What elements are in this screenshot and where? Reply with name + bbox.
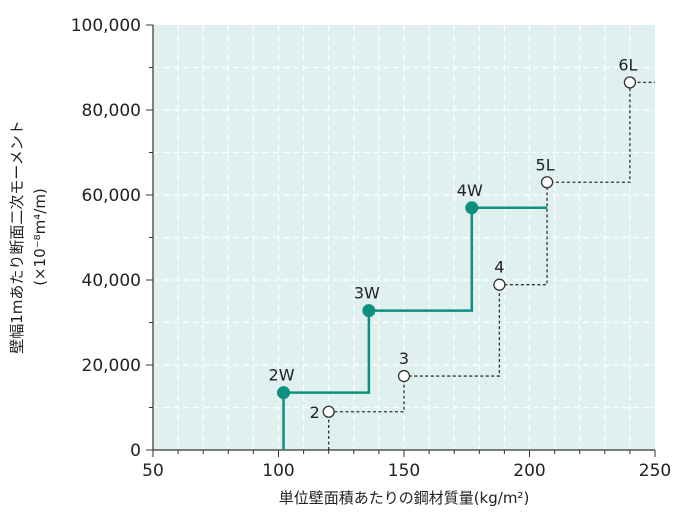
data-point-6l: [623, 76, 637, 89]
data-point-4: [493, 278, 506, 291]
y-axis-unit: (×10⁻⁸m⁴/m): [31, 188, 49, 286]
point-label-3w: 3W: [354, 284, 380, 303]
x-tick-label: 100: [262, 461, 294, 481]
point-label-2w: 2W: [269, 366, 295, 385]
point-label-6l: 6L: [618, 55, 637, 74]
x-tick-label: 200: [513, 461, 545, 481]
y-axis-label: 壁幅1mあたり断面二次モーメント: [8, 120, 26, 354]
point-label-2: 2: [310, 403, 320, 422]
axes: [146, 24, 656, 457]
point-label-4w: 4W: [457, 181, 483, 200]
x-tick-label: 50: [142, 461, 164, 481]
data-point-3w: [362, 304, 376, 318]
data-point-3: [397, 369, 411, 383]
point-label-5l: 5L: [536, 155, 555, 174]
data-point-5l: [540, 176, 554, 189]
series-layer: 2W 3W 4W 2 3 4 5L 6L: [269, 55, 655, 450]
y-tick-label: 80,000: [82, 101, 141, 121]
data-point-2: [322, 405, 335, 418]
point-label-3: 3: [399, 349, 409, 368]
y-tick-label: 60,000: [82, 186, 141, 206]
point-label-4: 4: [494, 258, 504, 277]
y-tick-label: 100,000: [71, 16, 141, 36]
y-tick-label: 40,000: [82, 271, 141, 291]
y-tick-label: 20,000: [82, 356, 141, 376]
x-tick-label: 250: [639, 461, 671, 481]
tick-labels: 50 100 150 200 250 0 20,000 40,000 60,000 80,000 1…: [71, 16, 672, 481]
y-tick-label: 0: [130, 441, 141, 461]
data-point-4w: [465, 201, 479, 215]
x-tick-label: 150: [388, 461, 420, 481]
data-point-2w: [277, 386, 291, 400]
x-axis-label: 単位壁面積あたりの鋼材質量(kg/m²): [279, 489, 530, 507]
grid-lines: [153, 25, 655, 450]
